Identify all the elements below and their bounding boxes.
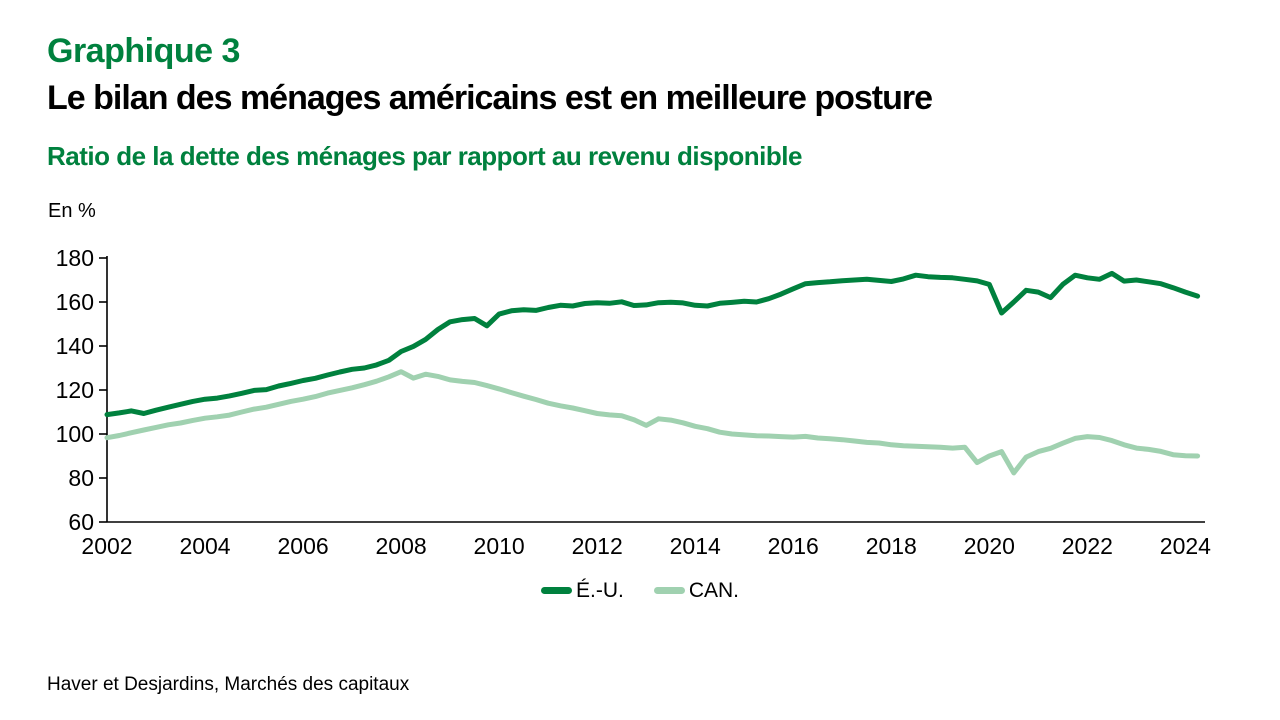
- chart-subtitle: Ratio de la dette des ménages par rappor…: [47, 141, 802, 171]
- chart-legend: É.-U. CAN.: [0, 580, 1280, 601]
- y-axis-unit-label: En %: [48, 200, 96, 222]
- x-tick-label: 2010: [474, 533, 525, 559]
- legend-item-can: CAN.: [653, 579, 740, 602]
- y-tick-label: 100: [56, 421, 94, 447]
- x-tick-label: 2024: [1160, 533, 1211, 559]
- series-line-us: [104, 270, 1201, 418]
- x-tick-label: 2002: [81, 533, 132, 559]
- y-tick-label: 60: [68, 509, 94, 535]
- us-series-label: É.-U.: [575, 579, 624, 602]
- y-tick-label: 120: [56, 377, 94, 403]
- y-tick-label: 80: [68, 465, 94, 491]
- y-tick-label: 160: [56, 289, 94, 315]
- x-tick-label: 2016: [768, 533, 819, 559]
- x-tick-label: 2004: [179, 533, 230, 559]
- x-tick-label: 2006: [277, 533, 328, 559]
- can-series-label: CAN.: [688, 579, 740, 602]
- x-tick-label: 2018: [866, 533, 917, 559]
- us-series-swatch-icon: [540, 587, 572, 594]
- can-series-swatch-icon: [653, 587, 685, 594]
- series-line-can: [104, 369, 1201, 476]
- x-tick-label: 2022: [1062, 533, 1113, 559]
- y-tick-label: 180: [56, 245, 94, 271]
- chart-number-title: Graphique 3: [47, 32, 240, 70]
- source-note: Haver et Desjardins, Marchés des capitau…: [47, 674, 410, 695]
- y-tick-label: 140: [56, 333, 94, 359]
- x-tick-label: 2008: [376, 533, 427, 559]
- legend-item-us: É.-U.: [540, 579, 624, 602]
- x-tick-label: 2020: [964, 533, 1015, 559]
- x-tick-label: 2012: [572, 533, 623, 559]
- chart-title: Le bilan des ménages américains est en m…: [47, 79, 933, 117]
- x-tick-label: 2014: [670, 533, 721, 559]
